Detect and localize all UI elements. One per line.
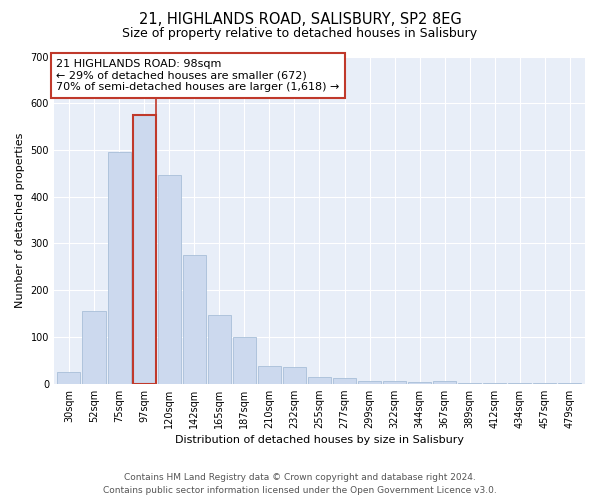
Bar — [233, 337, 256, 384]
Text: Size of property relative to detached houses in Salisbury: Size of property relative to detached ho… — [122, 28, 478, 40]
Bar — [107, 152, 131, 384]
Bar — [58, 372, 80, 384]
Y-axis label: Number of detached properties: Number of detached properties — [15, 132, 25, 308]
Bar — [182, 255, 206, 384]
Bar — [433, 382, 456, 384]
Bar — [283, 368, 306, 384]
Bar — [82, 311, 106, 384]
Bar — [559, 383, 581, 384]
Bar — [158, 175, 181, 384]
Text: 21, HIGHLANDS ROAD, SALISBURY, SP2 8EG: 21, HIGHLANDS ROAD, SALISBURY, SP2 8EG — [139, 12, 461, 28]
Bar — [208, 315, 231, 384]
Bar — [408, 382, 431, 384]
Bar — [458, 383, 481, 384]
Bar — [258, 366, 281, 384]
Bar — [308, 376, 331, 384]
Bar — [383, 382, 406, 384]
Bar — [358, 382, 381, 384]
Text: 21 HIGHLANDS ROAD: 98sqm
← 29% of detached houses are smaller (672)
70% of semi-: 21 HIGHLANDS ROAD: 98sqm ← 29% of detach… — [56, 59, 340, 92]
Bar — [333, 378, 356, 384]
X-axis label: Distribution of detached houses by size in Salisbury: Distribution of detached houses by size … — [175, 435, 464, 445]
Text: Contains HM Land Registry data © Crown copyright and database right 2024.
Contai: Contains HM Land Registry data © Crown c… — [103, 474, 497, 495]
Bar — [133, 115, 155, 384]
